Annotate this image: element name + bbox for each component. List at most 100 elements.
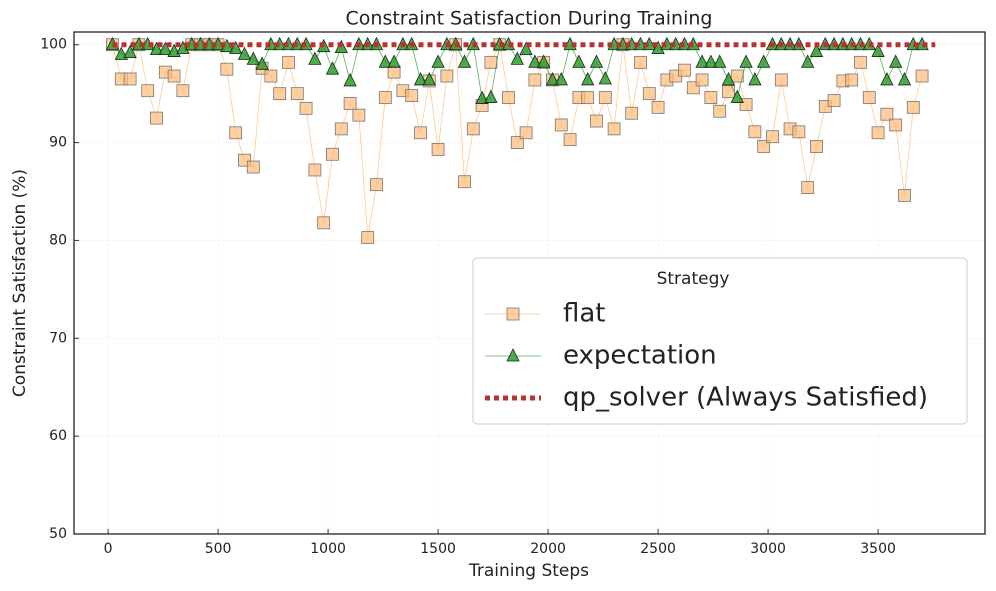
marker [352,108,366,122]
marker [475,90,489,104]
marker [704,91,718,104]
marker [308,163,322,177]
marker [387,65,401,79]
marker [149,41,164,56]
y-tick-label: 70 [49,330,67,346]
marker [422,72,436,86]
marker [361,231,375,244]
marker [598,71,612,85]
marker [871,43,885,57]
marker [862,91,876,104]
marker [176,40,190,55]
marker [537,54,551,68]
marker [634,55,647,69]
marker [845,73,859,87]
marker [158,41,172,56]
marker [176,84,190,98]
marker [370,178,383,192]
marker [229,40,243,55]
marker [141,84,155,98]
x-tick-label: 3000 [750,541,786,557]
x-tick-label: 500 [205,541,232,557]
marker [713,104,727,118]
marker [440,69,454,83]
marker [343,97,357,110]
chart-title: Constraint Satisfaction During Training [346,8,713,30]
marker [757,54,771,68]
marker [282,55,295,69]
marker [801,54,815,68]
marker [809,43,824,57]
marker [405,89,419,103]
marker [642,87,656,101]
marker [510,51,524,65]
marker [343,73,357,87]
marker [651,100,665,114]
legend: Strategy flat expectation qp_solver (Always… [472,257,968,425]
marker [695,73,709,87]
marker [757,140,771,153]
legend-label: flat [563,299,606,329]
marker [730,89,744,103]
marker [123,72,137,86]
legend-title: Strategy [657,269,730,289]
marker [167,69,181,83]
marker [387,54,401,68]
marker [431,143,445,156]
marker [713,54,727,68]
marker [528,54,542,68]
marker [721,72,736,86]
marker [739,54,753,68]
marker [554,72,568,86]
x-tick-label: 1500 [420,541,456,557]
marker [317,216,331,230]
marker [889,118,903,132]
marker [378,54,392,68]
x-tick-label: 0 [104,541,113,557]
y-tick-label: 60 [49,428,67,444]
marker [871,126,885,140]
marker [581,72,595,86]
marker [484,55,498,69]
marker [678,63,691,77]
marker [519,126,533,140]
marker [748,72,762,86]
x-tick-label: 3500 [860,541,896,557]
marker [255,56,269,70]
marker [528,73,542,87]
marker [506,307,520,321]
marker [625,106,639,120]
marker [510,136,524,149]
marker [378,91,392,104]
marker [150,111,163,125]
x-tick-label: 1000 [310,541,346,557]
x-axis-label: Training Steps [468,561,589,581]
marker [889,54,903,68]
marker [506,348,520,362]
marker [545,72,560,86]
marker [326,147,339,161]
marker [774,73,788,87]
legend-label: qp_solver (Always Satisfied) [563,383,928,413]
marker [413,72,428,86]
marker [880,72,894,86]
marker [651,40,665,55]
marker [598,91,612,104]
marker [246,160,260,174]
marker [563,133,577,147]
marker [264,69,278,83]
y-tick-label: 90 [49,135,67,151]
marker [827,94,841,107]
y-tick-label: 100 [40,37,67,53]
legend-box [472,257,968,425]
marker [273,87,287,101]
marker [766,130,779,144]
y-tick-label: 80 [49,232,67,248]
marker [581,91,595,104]
marker [414,126,427,140]
marker [897,72,912,86]
marker [458,175,471,189]
marker [334,122,348,136]
marker [229,126,243,140]
